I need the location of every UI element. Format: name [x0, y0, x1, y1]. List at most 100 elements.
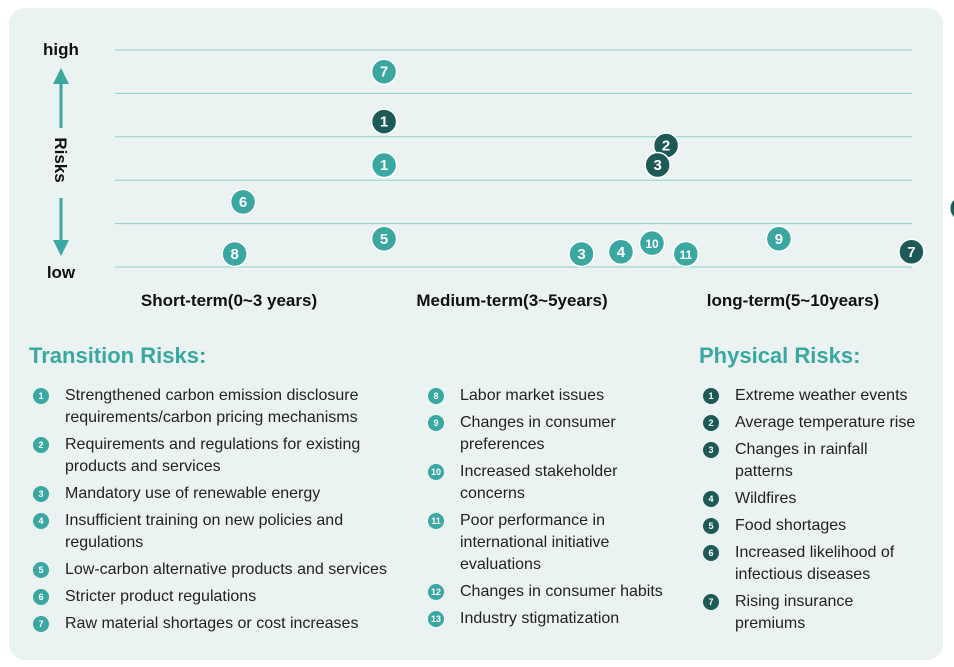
risk-matrix-chart: high low Risks Short-term(0~3 years) Medi…	[43, 40, 954, 310]
legend-item-text: Low-carbon alternative products and serv…	[65, 561, 387, 578]
data-point: 6	[229, 188, 257, 216]
legend-item-text: Insufficient training on new policies an…	[65, 512, 344, 551]
legend-item-text: Food shortages	[735, 517, 847, 534]
legend-item: 2 Requirements and regulations for existi…	[31, 434, 391, 478]
data-point: 7	[370, 58, 398, 85]
legend-item: 1 Strengthened carbon emission disclosure…	[31, 385, 391, 429]
physical-legend: 1 Extreme weather events 2 Average temperat…	[701, 385, 926, 640]
data-point: 7	[898, 238, 925, 266]
data-point-marker	[607, 238, 635, 266]
transition-legend-col1: 1 Strengthened carbon emission disclosure…	[31, 385, 391, 640]
physical-risks-title: Physical Risks:	[699, 343, 861, 368]
legend-item: 7 Raw material shortages or cost increase…	[31, 613, 391, 635]
legend-item-text: Changes in consumer habits	[460, 583, 663, 600]
legend-item-text: Changes in rainfall patterns	[735, 441, 868, 480]
data-point: 5	[370, 225, 398, 253]
data-point: 11	[672, 240, 700, 268]
legend-item: 10 Increased stakeholder concerns	[426, 461, 671, 505]
data-point: 4	[607, 238, 635, 266]
y-axis: high low Risks	[43, 40, 79, 282]
data-point-label: 4	[617, 244, 626, 261]
data-point: 1	[370, 151, 398, 179]
data-point-label: 5	[380, 231, 388, 248]
data-point-marker	[948, 198, 954, 219]
data-point-marker	[370, 58, 398, 85]
legend-item-text: Mandatory use of renewable energy	[65, 485, 321, 502]
arrow-up-icon	[53, 68, 69, 84]
data-point-label: 2	[662, 137, 670, 154]
legend-number-badge: 2	[703, 415, 719, 431]
legend-item: 5 Low-carbon alternative products and ser…	[31, 559, 391, 581]
legend-number-badge: 11	[428, 513, 444, 529]
data-point-marker	[370, 108, 398, 135]
legend-number-badge: 4	[33, 513, 49, 529]
x-category-label: long-term(5~10years)	[707, 291, 879, 310]
legend-number-badge: 5	[33, 562, 49, 578]
data-point-label: 3	[577, 246, 585, 263]
legend-item: 5 Food shortages	[701, 515, 926, 537]
transition-risks-title: Transition Risks:	[29, 343, 207, 368]
legend-item: 6 Stricter product regulations	[31, 586, 391, 608]
data-point-marker	[568, 240, 595, 268]
data-point-label: 9	[775, 231, 783, 248]
data-point: 3	[644, 151, 671, 179]
legend-item-text: Extreme weather events	[735, 387, 908, 404]
legend-item: 4 Insufficient training on new policies a…	[31, 510, 391, 554]
legend-item-text: Stricter product regulations	[65, 588, 257, 605]
data-point-marker	[672, 240, 700, 268]
data-point: 1	[370, 108, 398, 135]
legend-item: 2 Average temperature rise	[701, 412, 926, 434]
legend-item: 4 Wildfires	[701, 488, 926, 510]
legend-number-badge: 8	[428, 388, 444, 404]
legend-item: 8 Labor market issues	[426, 385, 671, 407]
legend-item-text: Poor performance in international initia…	[460, 512, 610, 573]
legend-number-badge: 7	[33, 616, 49, 632]
legend-item: 12 Changes in consumer habits	[426, 581, 671, 603]
data-point-label: 7	[907, 244, 915, 261]
legend-number-badge: 1	[703, 388, 719, 404]
legend-item: 3 Changes in rainfall patterns	[701, 439, 926, 483]
data-point-label: 8	[230, 246, 238, 263]
transition-legend-col2: 8 Labor market issues 9 Changes in consumer…	[426, 385, 671, 635]
legend-item-text: Wildfires	[735, 490, 797, 507]
data-point-marker	[370, 151, 398, 179]
gridlines	[115, 49, 912, 268]
data-point-marker	[221, 240, 248, 268]
y-axis-low-label: low	[47, 263, 76, 282]
legend-item: 1 Extreme weather events	[701, 385, 926, 407]
legend-number-badge: 4	[703, 491, 719, 507]
legend-number-badge: 12	[428, 584, 444, 600]
legend-number-badge: 3	[703, 442, 719, 458]
legend-number-badge: 5	[703, 518, 719, 534]
legend-item-text: Average temperature rise	[735, 414, 916, 431]
legend-number-badge: 13	[428, 611, 444, 627]
data-points: 716583410119131212362475	[221, 58, 954, 268]
legend-number-badge: 10	[428, 464, 444, 480]
data-point-marker	[370, 225, 398, 253]
data-point: 9	[765, 225, 793, 253]
legend-item-text: Industry stigmatization	[460, 610, 620, 627]
legend-item-text: Labor market issues	[460, 387, 605, 404]
legend-item: 7 Rising insurance premiums	[701, 591, 926, 635]
data-point-label: 10	[645, 237, 659, 251]
data-point-label: 1	[380, 114, 388, 131]
legend-item-text: Requirements and regulations for existin…	[65, 436, 361, 475]
legend-number-badge: 2	[33, 437, 49, 453]
data-point-label: 1	[380, 157, 388, 174]
data-point-marker	[898, 238, 925, 266]
legend-item-text: Strengthened carbon emission disclosure …	[65, 387, 359, 426]
legend-item-text: Rising insurance premiums	[735, 593, 854, 632]
legend-item-text: Changes in consumer preferences	[460, 414, 616, 453]
arrow-down-icon	[53, 240, 69, 256]
legend-item-text: Increased stakeholder concerns	[460, 463, 618, 502]
legend-item-text: Increased likelihood of infectious disea…	[735, 544, 895, 583]
x-category-label: Short-term(0~3 years)	[141, 291, 317, 310]
legend-item: 9 Changes in consumer preferences	[426, 412, 671, 456]
legend-item-text: Raw material shortages or cost increases	[65, 615, 359, 632]
legend-number-badge: 6	[703, 545, 719, 561]
data-point-marker	[644, 151, 671, 179]
legend-item: 13 Industry stigmatization	[426, 608, 671, 630]
legend-number-badge: 3	[33, 486, 49, 502]
data-point-marker	[638, 229, 666, 257]
legend-item: 3 Mandatory use of renewable energy	[31, 483, 391, 505]
